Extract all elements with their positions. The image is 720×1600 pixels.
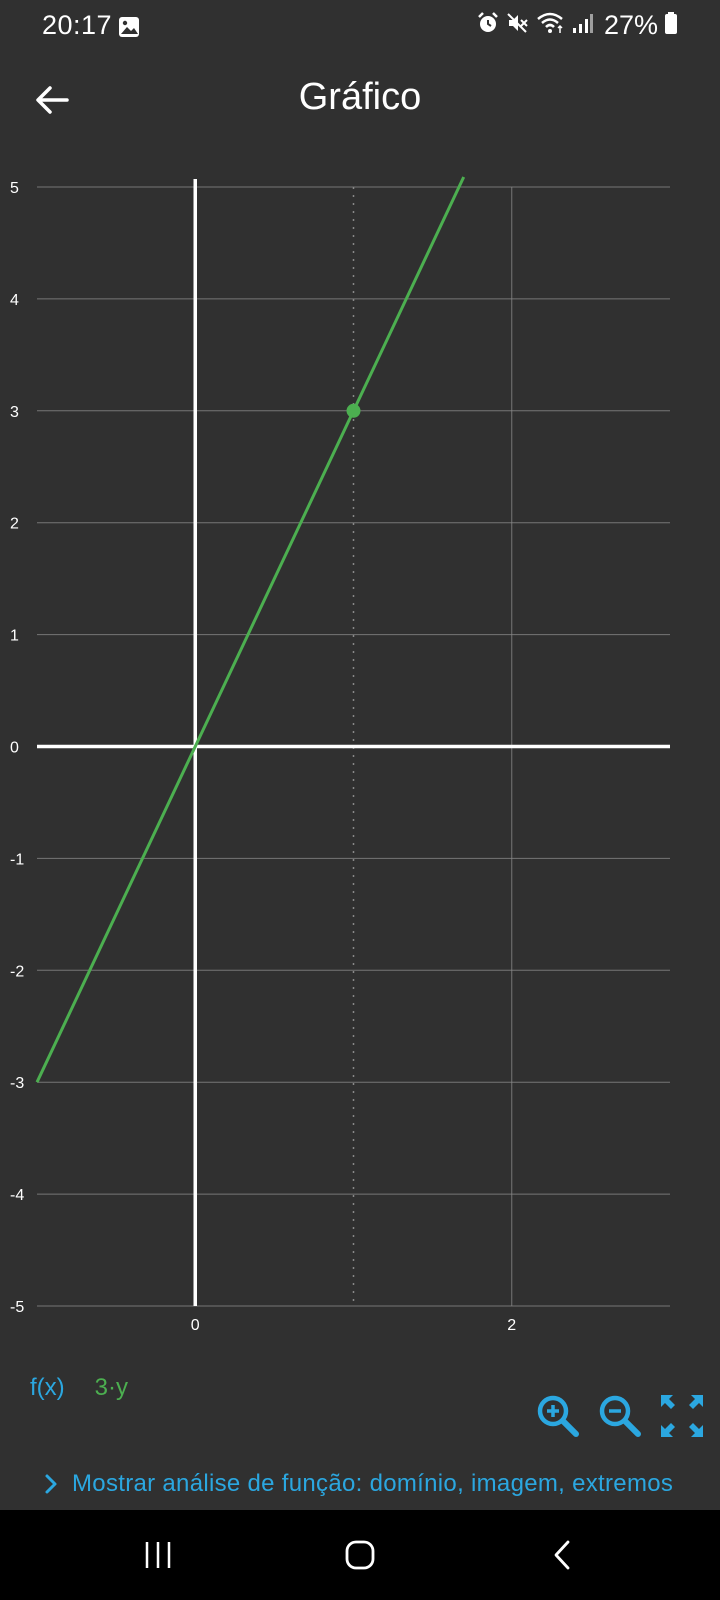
chevron-right-icon: [45, 1474, 57, 1494]
highlight-point: [346, 403, 361, 418]
signal-icon: [572, 11, 594, 40]
function-analysis-toggle[interactable]: Mostrar análise de função: domínio, imag…: [44, 1470, 710, 1498]
function-analysis-label: Mostrar análise de função: domínio, imag…: [72, 1470, 674, 1497]
app-bar: Gráfico: [0, 60, 720, 140]
home-icon: [345, 1540, 375, 1570]
battery-icon: [664, 11, 678, 40]
y-tick-label: -5: [10, 1299, 24, 1316]
navigation-bar: [0, 1510, 720, 1600]
x-tick-label: 2: [507, 1317, 516, 1334]
back-button[interactable]: [26, 78, 78, 122]
status-icons: 27%: [476, 10, 678, 41]
y-tick-label: 5: [10, 180, 19, 197]
fit-screen-button[interactable]: [658, 1392, 706, 1440]
fit-screen-icon: [661, 1395, 703, 1437]
y-tick-label: -4: [10, 1187, 24, 1204]
alarm-icon: [476, 11, 500, 40]
page-title: Gráfico: [298, 76, 422, 118]
legend-label: f(x): [30, 1374, 65, 1401]
legend-series-name: 3·y: [94, 1374, 128, 1401]
function-graph[interactable]: 5 4 3 2 1 0 -1 -2 -3 -4 -5 0 2: [0, 150, 720, 1350]
system-back-button[interactable]: [532, 1530, 592, 1580]
zoom-out-button[interactable]: [596, 1392, 644, 1440]
status-time: 20:17: [42, 10, 113, 40]
zoom-controls: [534, 1392, 706, 1440]
zoom-in-button[interactable]: [534, 1392, 582, 1440]
back-icon: [554, 1540, 570, 1570]
y-tick-label: 3: [10, 404, 19, 421]
y-tick-label: -3: [10, 1075, 24, 1092]
tick-labels: 5 4 3 2 1 0 -1 -2 -3 -4 -5 0 2: [10, 180, 516, 1334]
axes: [37, 179, 670, 1306]
y-tick-label: -1: [10, 851, 24, 868]
x-tick-label: 0: [191, 1317, 200, 1334]
legend: f(x) 3·y: [30, 1374, 128, 1402]
y-tick-label: 1: [10, 628, 19, 645]
zoom-out-icon: [599, 1395, 641, 1437]
series-line: [35, 176, 466, 1083]
battery-percent: 27%: [603, 10, 658, 40]
arrow-back-icon: [36, 86, 69, 114]
home-button[interactable]: [330, 1530, 390, 1580]
zoom-in-icon: [537, 1395, 579, 1437]
y-tick-label: -2: [10, 963, 24, 980]
y-tick-label: 2: [10, 516, 19, 533]
y-tick-label: 0: [10, 740, 19, 757]
wifi-icon: [536, 11, 566, 40]
mute-icon: [506, 11, 530, 40]
series-layer: [35, 176, 466, 1083]
recent-apps-icon: [145, 1542, 171, 1568]
status-bar: 20:17: [0, 0, 720, 54]
y-tick-label: 4: [10, 292, 19, 309]
image-icon: [118, 16, 140, 43]
recent-apps-button[interactable]: [128, 1530, 188, 1580]
